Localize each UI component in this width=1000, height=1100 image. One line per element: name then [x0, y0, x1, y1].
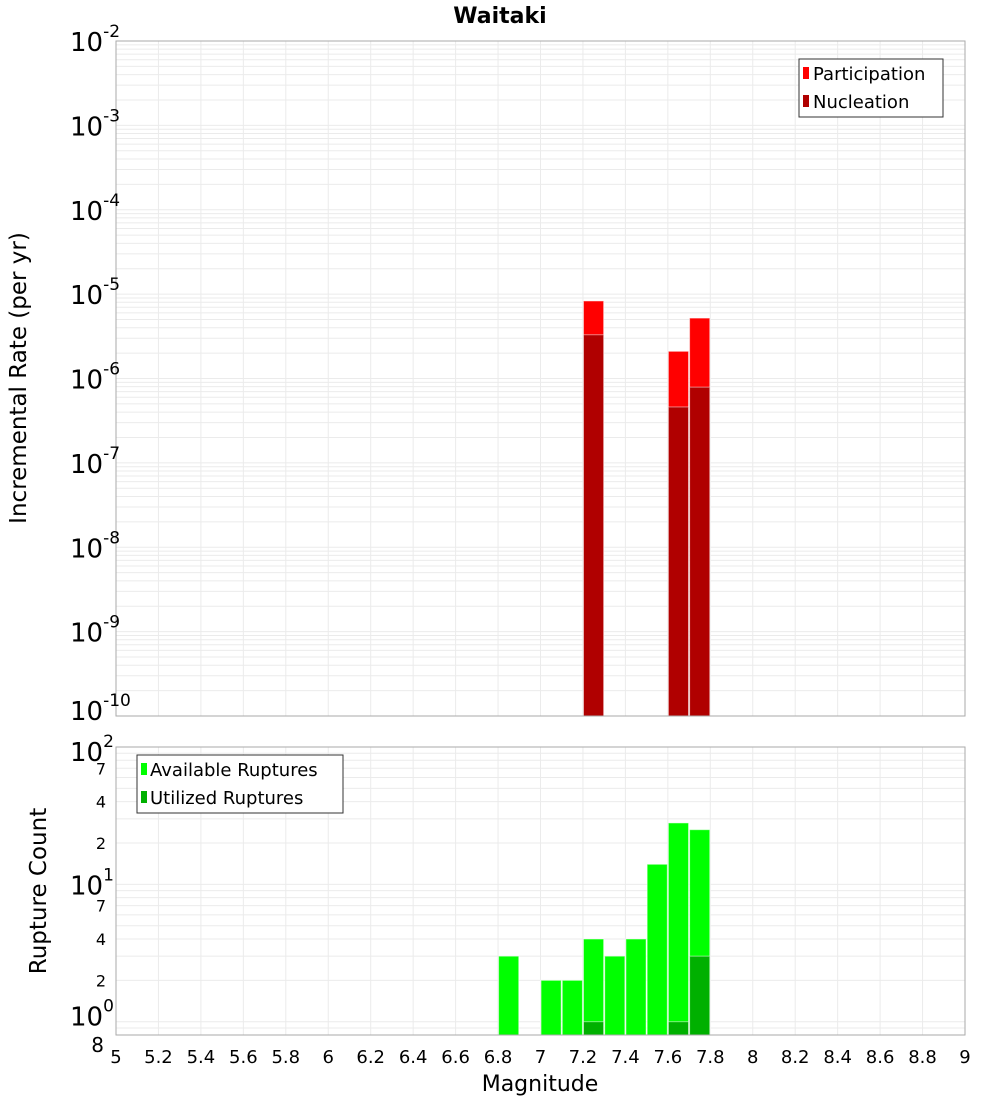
- legend-label: Available Ruptures: [150, 760, 318, 781]
- bar-available-ruptures-6.85: [498, 955, 520, 1036]
- bar-utilized-ruptures-7.75: [689, 955, 711, 1036]
- x-tick-label: 9: [959, 1047, 970, 1068]
- y-tick-label: 10-5: [70, 275, 120, 311]
- y-tick-label: 101: [70, 865, 114, 901]
- bar-nucleation-7.25: [582, 334, 605, 717]
- chart-title: Waitaki: [453, 4, 546, 29]
- x-tick-label: 6.2: [356, 1047, 385, 1068]
- bar-nucleation-7.75: [689, 386, 711, 717]
- x-axis-label: Magnitude: [482, 1072, 599, 1097]
- y-tick-label: 10-3: [70, 106, 120, 142]
- legend-box-top: [798, 58, 944, 118]
- x-tick-label: 5: [110, 1047, 121, 1068]
- x-tick-label: 8.4: [823, 1047, 852, 1068]
- y-minor-tick-label: 2: [96, 971, 106, 990]
- y-minor-tick-label: 7: [96, 897, 106, 916]
- bar-available-ruptures-7.65: [667, 822, 690, 1036]
- x-tick-label: 5.6: [229, 1047, 258, 1068]
- y-tick-label: 10-8: [70, 528, 120, 564]
- x-tick-label: 8.2: [781, 1047, 810, 1068]
- bar-available-ruptures-7.15: [561, 979, 583, 1036]
- y-tick-label: 10-4: [70, 191, 120, 227]
- x-tick-label: 8.6: [866, 1047, 895, 1068]
- legend-label: Participation: [813, 64, 925, 85]
- x-tick-label: 6.4: [399, 1047, 428, 1068]
- y-tick-label: 100: [70, 997, 114, 1033]
- x-tick-label: 7.2: [569, 1047, 598, 1068]
- bar-nucleation-7.65: [667, 406, 690, 717]
- legend-label: Nucleation: [813, 92, 909, 113]
- y-minor-tick-label: 4: [96, 930, 106, 949]
- x-tick-label: 5.2: [144, 1047, 173, 1068]
- x-tick-label: 7.8: [696, 1047, 725, 1068]
- plot-border-1: [115, 40, 966, 717]
- x-tick-label: 8.8: [908, 1047, 937, 1068]
- bar-available-ruptures-7.25: [582, 938, 605, 1036]
- bar-utilized-ruptures-7.65: [667, 1021, 690, 1036]
- x-tick-label: 5.4: [187, 1047, 216, 1068]
- x-tick-label: 6.8: [484, 1047, 513, 1068]
- y-axis-label-bottom: Rupture Count: [26, 808, 52, 974]
- bar-available-ruptures-7.55: [646, 863, 668, 1036]
- legend-swatch: [141, 763, 147, 775]
- y-tick-label: 10-6: [70, 360, 120, 396]
- y-minor-tick-label: 2: [96, 834, 106, 853]
- x-tick-label: 8: [747, 1047, 758, 1068]
- y-axis-label-top: Incremental Rate (per yr): [6, 232, 32, 524]
- bar-utilized-ruptures-7.25: [582, 1021, 605, 1036]
- legend-swatch: [141, 791, 147, 803]
- y-tick-label: 10-7: [70, 444, 120, 480]
- bar-available-ruptures-7.05: [540, 979, 562, 1036]
- y-tick-label: 10-10: [70, 691, 131, 727]
- y-tick-label: 10-2: [70, 22, 120, 58]
- x-tick-label: 5.8: [271, 1047, 300, 1068]
- y-tick-label: 102: [70, 732, 114, 768]
- legend-label: Utilized Ruptures: [150, 788, 303, 809]
- bar-available-ruptures-7.35: [604, 955, 626, 1036]
- x-tick-label: 6: [323, 1047, 334, 1068]
- bar-available-ruptures-7.45: [625, 938, 647, 1036]
- x-tick-label: 6.6: [441, 1047, 470, 1068]
- y-tick-label: 10-9: [70, 613, 120, 649]
- legend-swatch: [803, 95, 809, 107]
- legend-box-bottom: [136, 754, 344, 814]
- x-tick-label: 7.6: [654, 1047, 683, 1068]
- y-minor-tick-label: 4: [96, 793, 106, 812]
- y-min-tick-label: 8: [91, 1033, 104, 1057]
- x-tick-label: 7.4: [611, 1047, 640, 1068]
- x-tick-label: 7: [535, 1047, 546, 1068]
- plot-border-2: [115, 746, 966, 1036]
- y-minor-tick-label: 7: [96, 759, 106, 778]
- legend-swatch: [803, 67, 809, 79]
